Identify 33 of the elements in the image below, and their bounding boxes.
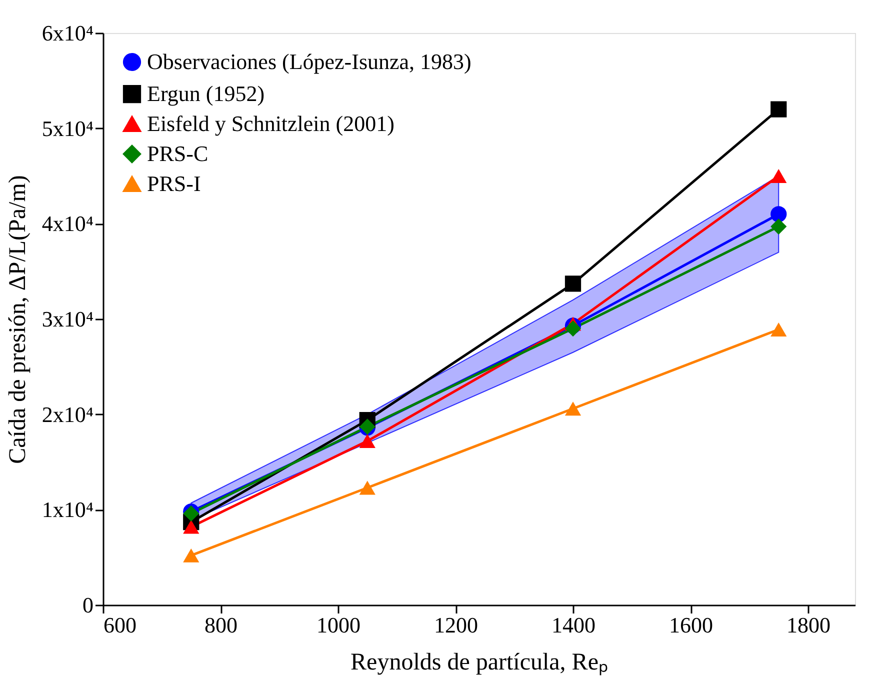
- point: [183, 548, 200, 562]
- point: [770, 206, 787, 222]
- y-tick-label: 2x10⁴: [42, 402, 94, 427]
- point: [564, 276, 582, 292]
- point: [183, 520, 200, 534]
- x-tick-label: 1200: [434, 612, 478, 638]
- y-tick-label: 3x10⁴: [42, 306, 94, 332]
- x-tick-label: 800: [204, 612, 238, 638]
- y-tick-label: 1x10⁴: [42, 497, 94, 522]
- point: [564, 320, 582, 337]
- legend-label: Ergun (1952): [147, 81, 265, 106]
- x-tick-label: 1400: [552, 612, 596, 638]
- y-tick-label: 4x10⁴: [42, 211, 94, 236]
- legend-label: PRS-I: [147, 171, 201, 196]
- point: [770, 322, 787, 336]
- y-tick-label: 6x10⁴: [42, 20, 94, 46]
- point: [770, 101, 787, 118]
- y-tick-label: 0: [82, 592, 94, 618]
- y-tick-label: 5x10⁴: [42, 116, 94, 141]
- x-tick-label: 600: [104, 612, 136, 638]
- point: [770, 218, 787, 235]
- point: [770, 169, 787, 183]
- x-axis-title: Reynolds de partícula, Reₚ: [350, 650, 608, 676]
- x-tick-label: 1000: [316, 612, 360, 638]
- legend-label: PRS-C: [147, 141, 208, 166]
- x-tick-label: 1600: [669, 612, 713, 638]
- legend-label: Observaciones (López-Isunza, 1983): [147, 49, 472, 74]
- point: [359, 480, 376, 495]
- legend-label: Eisfeld y Schnitzlein (2001): [147, 111, 394, 136]
- x-tick-label: 1800: [786, 612, 830, 638]
- y-axis-title: Caída de presión, ΔP/L(Pa/m): [4, 175, 31, 464]
- point: [359, 434, 376, 448]
- point: [564, 402, 582, 416]
